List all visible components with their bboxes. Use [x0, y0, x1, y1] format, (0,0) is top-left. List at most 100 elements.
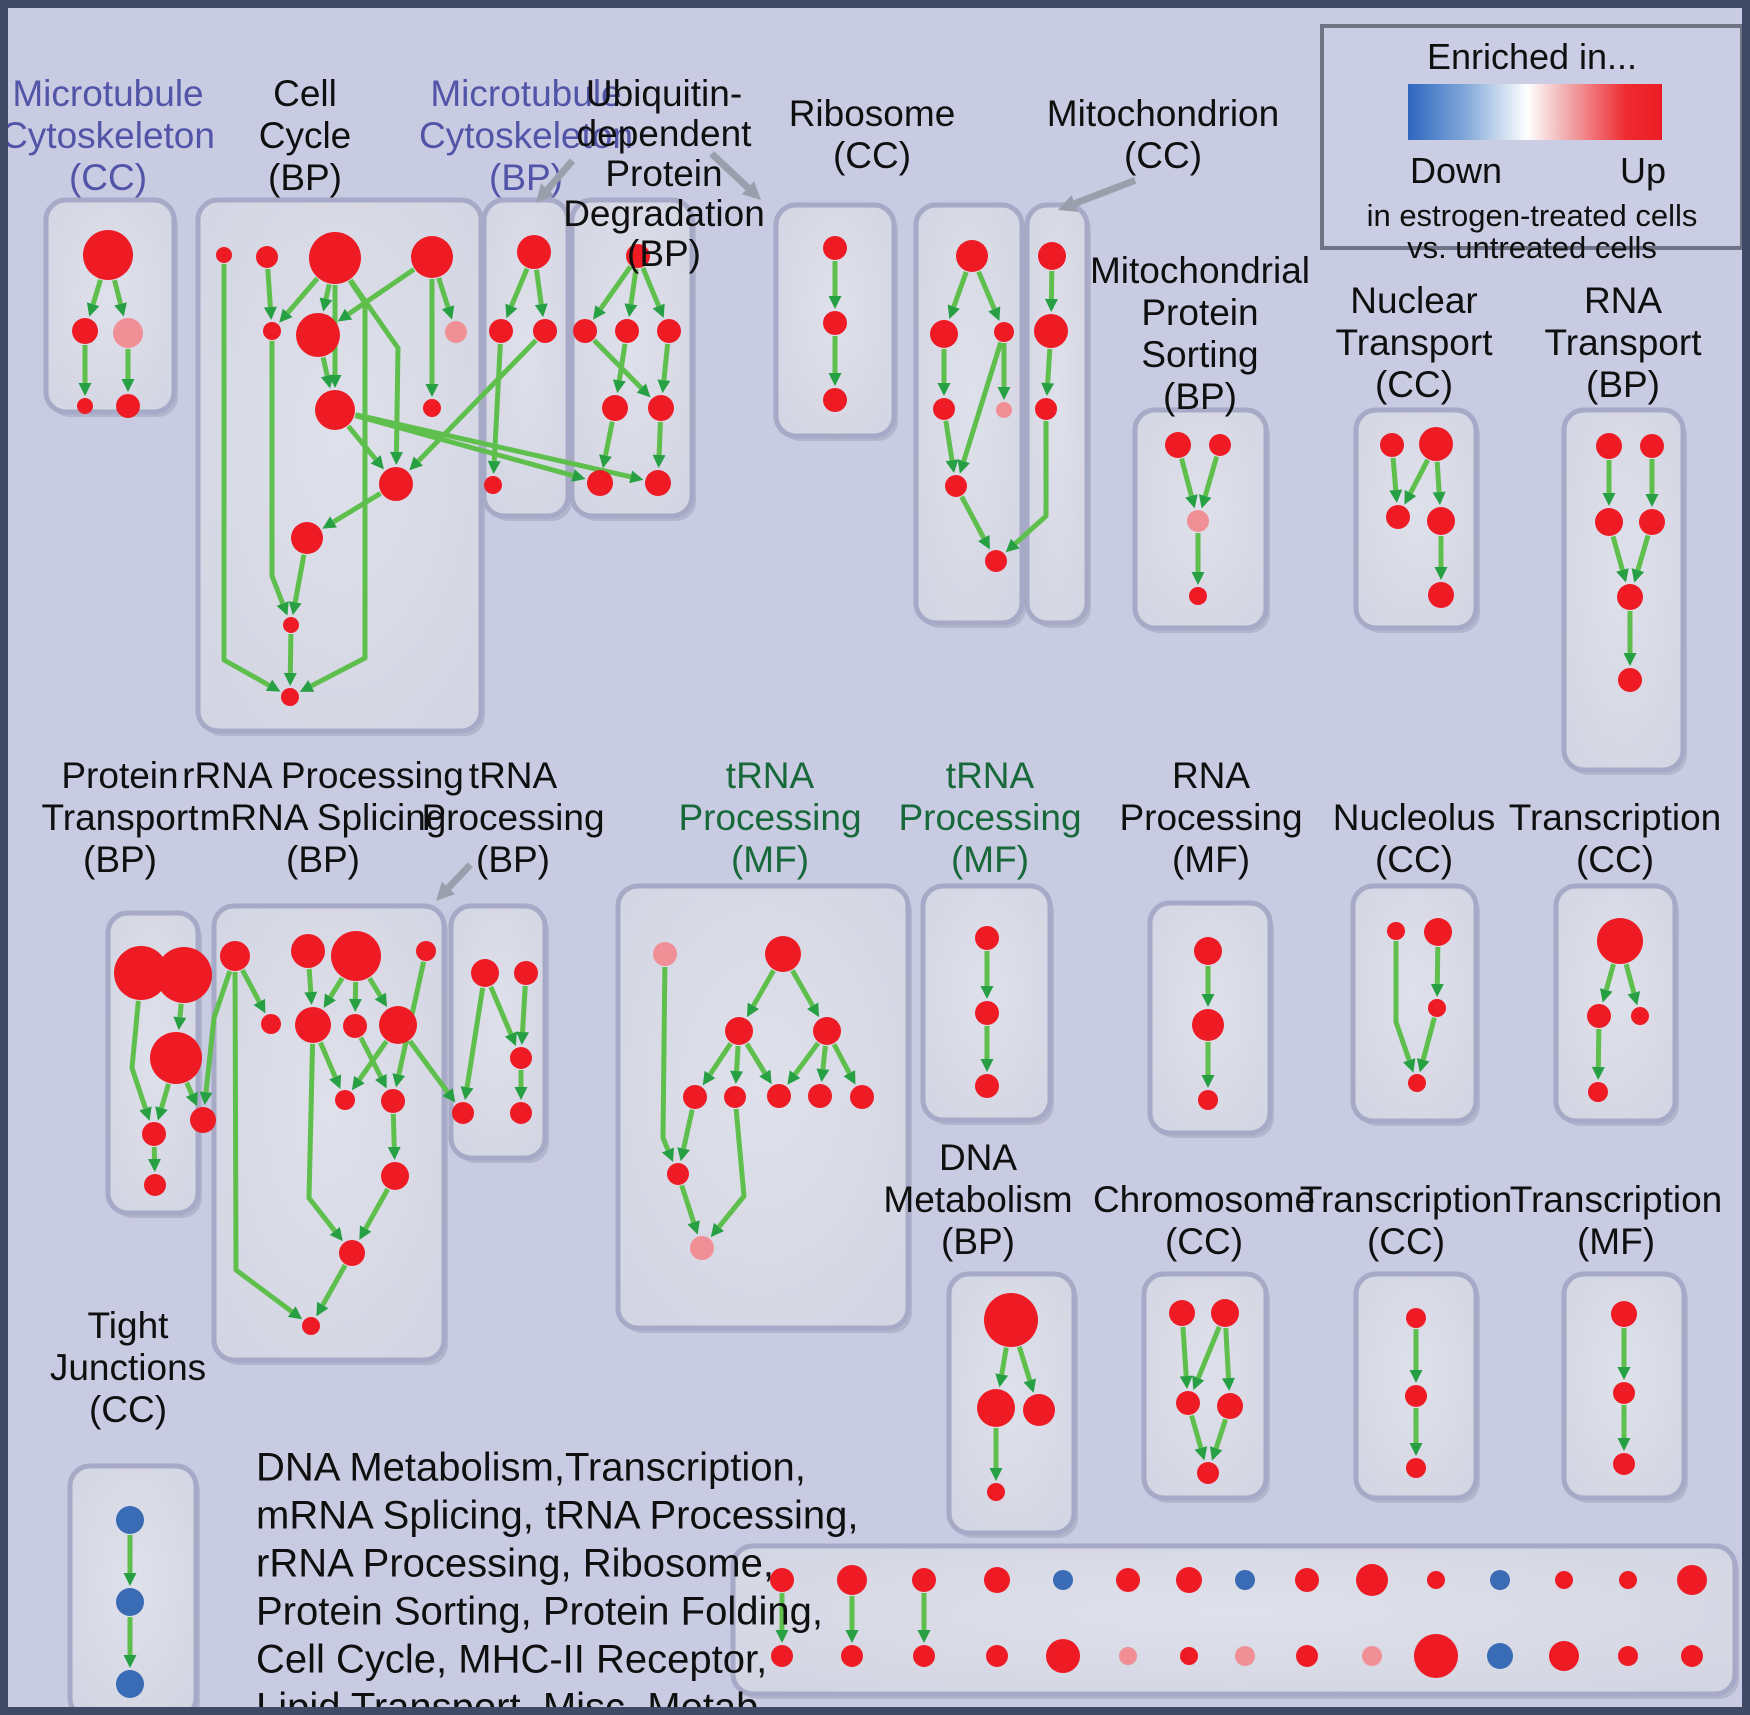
edge-ub.m2-ub.l1-head [612, 379, 626, 394]
node-tbp-T1 [471, 959, 499, 987]
edge-rrna.M3-rrna.B2 [358, 1036, 384, 1079]
edge-cc.C-cc.F-head [319, 297, 333, 312]
edge-tmf.A-tmf.C3-head [759, 1069, 772, 1085]
node-ub-T [626, 244, 650, 268]
node-rrna-T3 [331, 931, 381, 981]
node-bot-b13 [1618, 1646, 1638, 1666]
node-ub-b2 [645, 470, 671, 496]
edge-tmf.T-tmf.A-head [746, 1002, 760, 1018]
edge-ub.l1-ub.b1 [603, 421, 615, 457]
cluster-label-mtbp-line1: Cytoskeleton [419, 115, 633, 156]
node-tmf3-n1 [1611, 1301, 1637, 1327]
edge-tcc.Bg-tcc.ML [1603, 963, 1616, 991]
cluster-label-rt-line0: RNA [1584, 280, 1662, 321]
edge-chr.TL-chr.ML-head [1179, 1375, 1193, 1390]
node-mito-M [1034, 314, 1068, 348]
node-dna-B [987, 1483, 1005, 1501]
cluster-label-dna-line1: Metabolism [883, 1179, 1072, 1220]
edge-rib.T-rib.ML [951, 271, 969, 308]
edge-mito.T-mito.M-head [1044, 298, 1058, 313]
node-mito-L [1035, 398, 1057, 420]
edge-cc.H-cc.J [346, 424, 378, 461]
node-tj-n3 [116, 1670, 144, 1698]
node-mps-B [1189, 587, 1207, 605]
node-pt-N3 [150, 1032, 202, 1084]
cluster-label-rt-line1: Transport [1545, 322, 1703, 363]
node-rrna-M4 [379, 1006, 417, 1044]
node-ub3-n2 [823, 311, 847, 335]
cluster-label-cc-line1: Cycle [259, 115, 352, 156]
node-bot-t3 [984, 1567, 1010, 1593]
cluster-label-pt-line2: (BP) [83, 839, 157, 880]
edge-rrna.T3-rrna.M2 [328, 976, 345, 999]
cluster-label-tbp-line1: Processing [421, 797, 604, 838]
annotation-line-0: DNA Metabolism,Transcription, [256, 1446, 806, 1490]
node-cc-M [281, 688, 299, 706]
node-rt-N6 [1618, 668, 1642, 692]
edge-cc.B-cc.E [265, 268, 273, 308]
annotation-line-5: Lipid Transport, Misc. Metab. [256, 1686, 770, 1707]
edge-cc.C-cc.E-head [279, 308, 293, 323]
cluster-label-mps-line3: (BP) [1163, 376, 1237, 417]
node-rrna-T1 [220, 941, 250, 971]
node-tbp-BL [452, 1102, 474, 1124]
node-tmf-C1 [683, 1085, 707, 1109]
edge-ub.T-ub.m3-head [652, 303, 665, 319]
edge-ub.T-ub.m2 [628, 268, 639, 305]
cluster-label-chr-line0: Chromosome [1093, 1179, 1315, 1220]
edge-cc.H-cc.J-head [370, 455, 384, 470]
edge-chr.MR-chr.B-head [1209, 1446, 1223, 1461]
cluster-label-tmf2-line0: tRNA [946, 755, 1035, 796]
edge-cc.J-cc.K [332, 491, 382, 525]
cluster-label-rpm-line0: RNA [1172, 755, 1250, 796]
edge-tbp.T1-tbp.M [488, 985, 514, 1036]
node-rt-T2 [1640, 434, 1664, 458]
node-bot-b0 [771, 1645, 793, 1667]
edge-rt.N5-rt.N6-head [1623, 653, 1637, 666]
edge-chr.TR-chr.MR [1223, 1327, 1231, 1379]
edge-tmf.A-tmf.C1 [707, 1042, 733, 1076]
node-tcc-Bg [1597, 918, 1643, 964]
edge-ub.m2-ub.l1 [616, 343, 628, 381]
edge-tmf.C2-tmf.E [717, 1108, 747, 1229]
edge-tj.n2-tj.n3-head [123, 1655, 137, 1668]
edge-rrna.M2-rrna.E-head [329, 1226, 343, 1242]
node-bot-t4 [1053, 1570, 1073, 1590]
edge-chr.TR-chr.MR-head [1222, 1377, 1235, 1392]
cluster-box-chr [1141, 1271, 1269, 1501]
node-cc-G [445, 321, 467, 343]
edge-tcc3.n2-tcc3.n3-head [1409, 1443, 1423, 1456]
node-cc-K [291, 522, 323, 554]
edge-rt.M1-rt.N5-head [1616, 568, 1629, 583]
edge-ub.T-ub.m1-head [593, 305, 606, 320]
node-cc-F [296, 313, 340, 357]
edge-tmf.C1-tmf.D [681, 1109, 695, 1150]
node-rrna-D [381, 1162, 409, 1190]
cluster-box-nuc [1350, 883, 1479, 1124]
node-cc-A [216, 247, 232, 263]
node-nt-ml [1386, 505, 1410, 529]
edge-tmf.D-tmf.E-head [687, 1220, 700, 1235]
edge-tbp.T2-tbp.M-head [516, 1031, 530, 1046]
edge-cc.E-cc.L-head [276, 601, 289, 616]
legend-gradient-bar [1408, 84, 1662, 140]
edge-mcc.a-mcc.b-head [86, 302, 100, 317]
node-ub3-n1 [823, 236, 847, 260]
cluster-label-pt-line0: Protein [61, 755, 178, 796]
edge-rrna.D-rrna.E [363, 1187, 390, 1230]
cluster-box-bot [730, 1543, 1738, 1697]
node-cc-H [315, 390, 355, 430]
edge-nuc.M-nuc.B-head [1416, 1058, 1430, 1073]
edge-mito.L-rib.B-head [1005, 538, 1020, 553]
edge-mito.L-rib.B [1013, 421, 1049, 546]
cluster-label-ub-line4: (BP) [627, 233, 701, 274]
node-bot-b3 [986, 1645, 1008, 1667]
edge-rrna.T1-rrna.M1 [240, 968, 262, 1004]
node-bot-t0 [770, 1568, 794, 1592]
cluster-label-ub-line1: dependent [577, 113, 753, 154]
edge-pt.N4-pt.N6-head [147, 1158, 161, 1173]
cluster-label-mito-line1: (CC) [1124, 135, 1202, 176]
edge-dna.Bg-dna.L [999, 1347, 1009, 1375]
cluster-label-tmf3-line0: Transcription [1510, 1179, 1722, 1220]
node-bot-t5 [1116, 1568, 1140, 1592]
